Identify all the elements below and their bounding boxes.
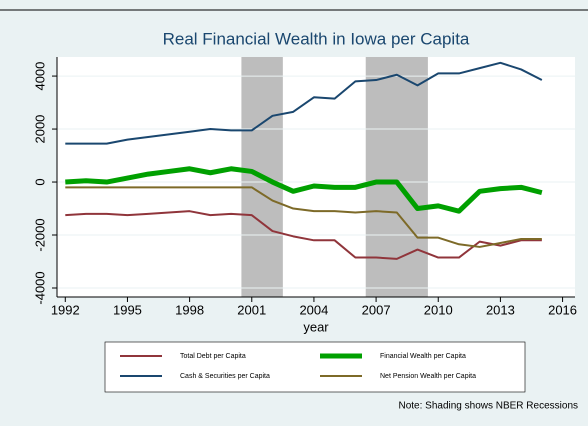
legend-label: Net Pension Wealth per Capita [380, 373, 476, 380]
y-tick-label: 2000 [32, 115, 47, 144]
y-tick-label: -4000 [32, 271, 47, 304]
y-tick-label: -2000 [32, 218, 47, 251]
y-tick-label: 4000 [32, 62, 47, 91]
x-tick-label: 2004 [299, 302, 328, 317]
x-tick-label: 2001 [237, 302, 266, 317]
recession-band [365, 57, 428, 297]
x-tick-label: 1995 [113, 302, 142, 317]
legend [104, 341, 526, 393]
legend-label: Total Debt per Capita [180, 353, 246, 360]
x-tick-label: 1992 [51, 302, 80, 317]
note: Note: Shading shows NBER Recessions [398, 401, 578, 412]
x-tick-label: 2010 [424, 302, 453, 317]
legend-label: Cash & Securities per Capita [180, 373, 270, 380]
y-tick-label: 0 [32, 178, 47, 185]
series-line [65, 210, 542, 260]
x-tick-label: 1998 [175, 302, 204, 317]
series-line [65, 186, 542, 248]
legend-label: Financial Wealth per Capita [380, 353, 466, 360]
x-tick-label: 2013 [486, 302, 515, 317]
chart-title: Real Financial Wealth in Iowa per Capita [163, 29, 470, 48]
series-line [65, 166, 543, 214]
x-tick-label: 2016 [548, 302, 577, 317]
x-tick-label: 2007 [362, 302, 391, 317]
x-axis-label: year [303, 319, 329, 334]
series-line [65, 61, 543, 145]
